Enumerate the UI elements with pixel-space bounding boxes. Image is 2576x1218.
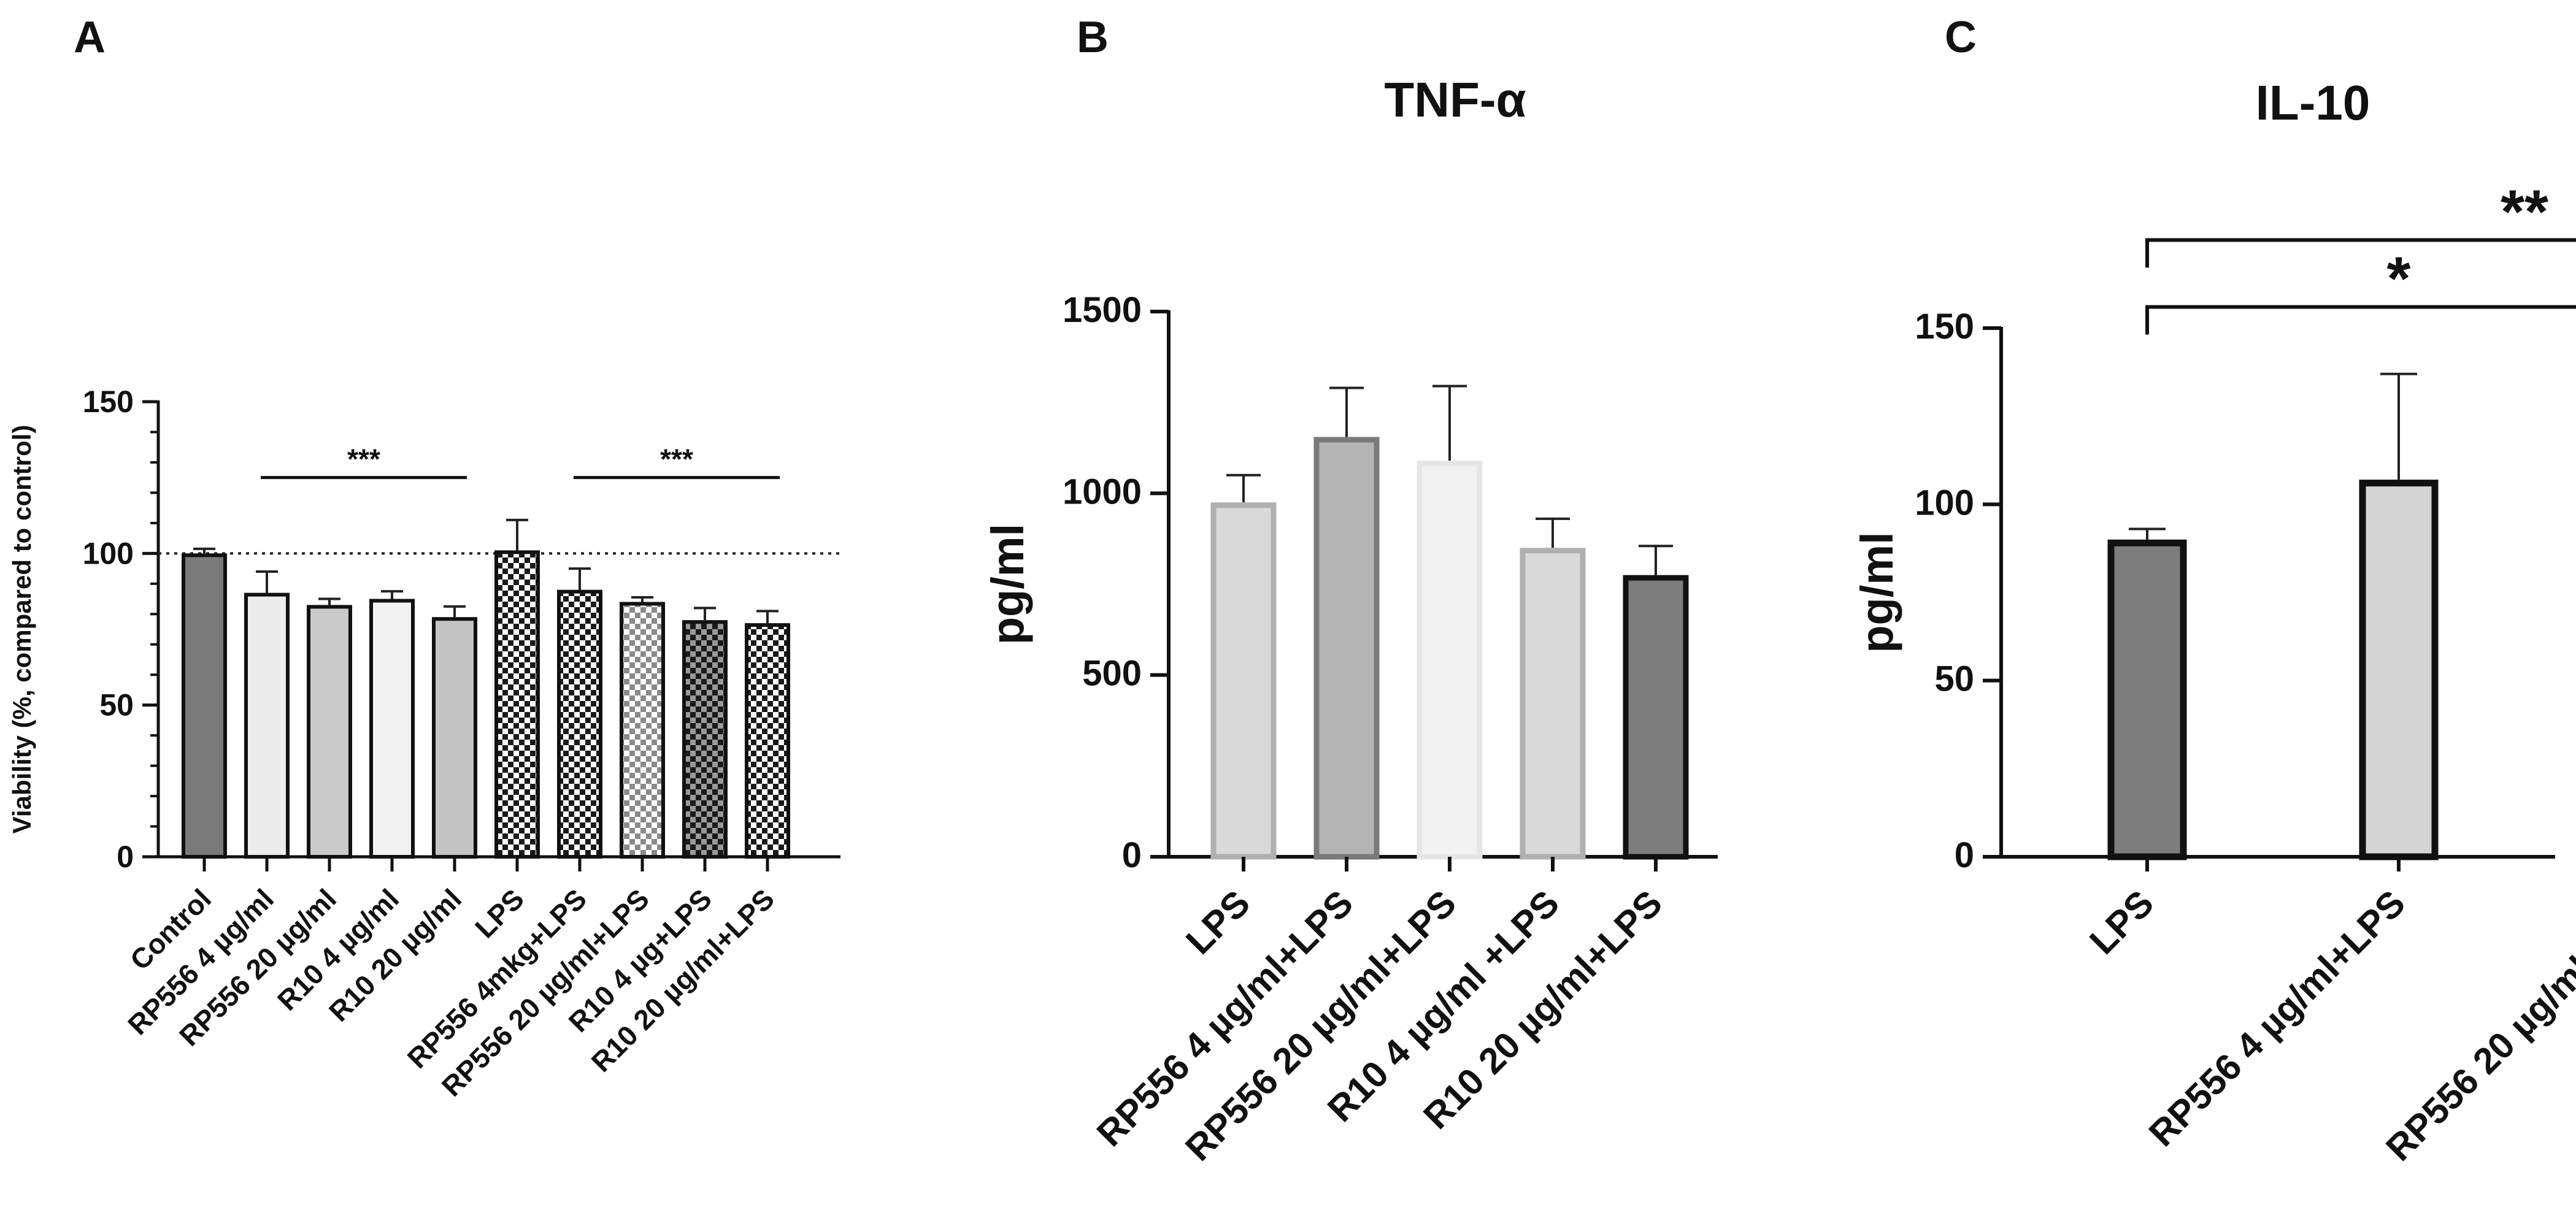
y-axis-label: Viability (%, compared to control) bbox=[7, 425, 36, 834]
bar bbox=[1313, 437, 1380, 860]
bar bbox=[1520, 548, 1586, 860]
significance-label: ** bbox=[2501, 177, 2548, 246]
significance-label: *** bbox=[660, 443, 693, 475]
x-tick-label: LPS bbox=[1178, 883, 1258, 962]
y-tick-label: 500 bbox=[1082, 654, 1142, 694]
bar bbox=[494, 550, 540, 859]
bar bbox=[1210, 502, 1277, 860]
y-tick-label: 50 bbox=[1934, 659, 1974, 699]
significance-bracket bbox=[2145, 305, 2576, 335]
chart-title: TNF-α bbox=[1384, 72, 1526, 127]
significance-label: *** bbox=[347, 443, 380, 475]
y-tick-label: 0 bbox=[117, 840, 134, 874]
y-tick-label: 150 bbox=[1915, 307, 1974, 347]
x-tick-label: RP556 20 µg/ml+LPS bbox=[2378, 883, 2576, 1169]
panel-letter-b: B bbox=[1077, 13, 1109, 62]
y-tick-label: 100 bbox=[83, 536, 134, 570]
bar bbox=[2107, 539, 2187, 860]
x-tick-label: RP556 4 µg/ml+LPS bbox=[2141, 883, 2413, 1154]
bar bbox=[1417, 460, 1483, 860]
y-tick-label: 0 bbox=[1955, 835, 1974, 875]
y-tick-label: 150 bbox=[83, 385, 134, 419]
chart-a-viability: Viability (%, compared to control) 0 50 100… bbox=[7, 385, 840, 1103]
bar bbox=[557, 589, 602, 859]
y-axis-label: pg/ml bbox=[1851, 532, 1902, 653]
y-tick-label: 0 bbox=[1122, 835, 1142, 875]
significance-bracket bbox=[2145, 238, 2576, 268]
panel-letter-c: C bbox=[1945, 13, 1977, 62]
x-tick-label: LPS bbox=[2082, 883, 2161, 962]
y-tick-label: 1500 bbox=[1063, 290, 1142, 330]
bar bbox=[682, 620, 728, 859]
y-tick-label: 100 bbox=[1915, 483, 1974, 523]
bar bbox=[620, 602, 665, 859]
bar bbox=[1623, 575, 1689, 860]
bar bbox=[307, 605, 352, 859]
y-tick-label: 50 bbox=[99, 688, 134, 722]
bar bbox=[2359, 480, 2439, 860]
y-tick-label: 1000 bbox=[1063, 472, 1142, 511]
bar bbox=[244, 592, 290, 859]
significance-label: * bbox=[2387, 245, 2411, 313]
bar bbox=[432, 617, 477, 859]
panel-letter-a: A bbox=[74, 13, 106, 62]
bar bbox=[745, 623, 790, 859]
y-axis-label: pg/ml bbox=[982, 524, 1033, 645]
chart-title: IL-10 bbox=[2256, 75, 2370, 130]
bar bbox=[369, 599, 415, 859]
bar bbox=[182, 553, 227, 859]
